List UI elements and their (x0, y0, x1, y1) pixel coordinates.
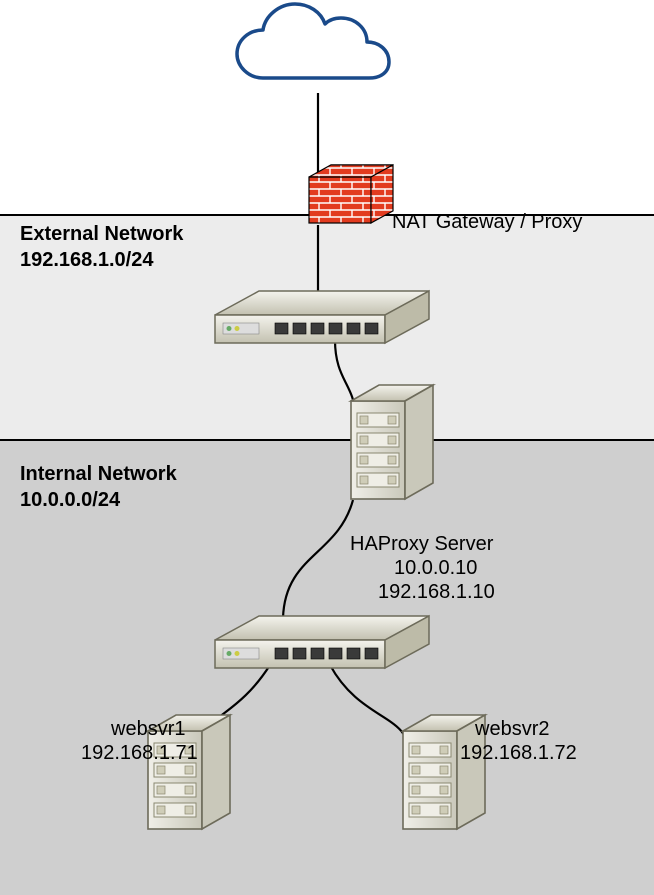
svg-text:10.0.0.0/24: 10.0.0.0/24 (20, 489, 121, 511)
switch-icon (215, 616, 429, 668)
svg-text:10.0.0.10: 10.0.0.10 (394, 557, 477, 579)
svg-text:192.168.1.10: 192.168.1.10 (378, 581, 495, 603)
network-diagram: External Network 192.168.1.0/24 Internal… (0, 0, 654, 895)
haproxy-server-icon (351, 385, 433, 499)
switch-icon (215, 291, 429, 343)
svg-text:websvr1: websvr1 (110, 718, 185, 740)
firewall-icon (309, 165, 393, 223)
svg-text:websvr2: websvr2 (474, 718, 549, 740)
svg-text:Internal Network: Internal Network (20, 463, 178, 485)
svg-text:NAT Gateway / Proxy: NAT Gateway / Proxy (392, 211, 582, 233)
svg-text:192.168.1.0/24: 192.168.1.0/24 (20, 249, 154, 271)
svg-text:External Network: External Network (20, 223, 184, 245)
cloud-icon (237, 4, 389, 78)
svg-text:192.168.1.71: 192.168.1.71 (81, 742, 198, 764)
svg-text:HAProxy Server: HAProxy Server (350, 533, 494, 555)
svg-text:192.168.1.72: 192.168.1.72 (460, 742, 577, 764)
websvr2-server-icon (403, 715, 485, 829)
